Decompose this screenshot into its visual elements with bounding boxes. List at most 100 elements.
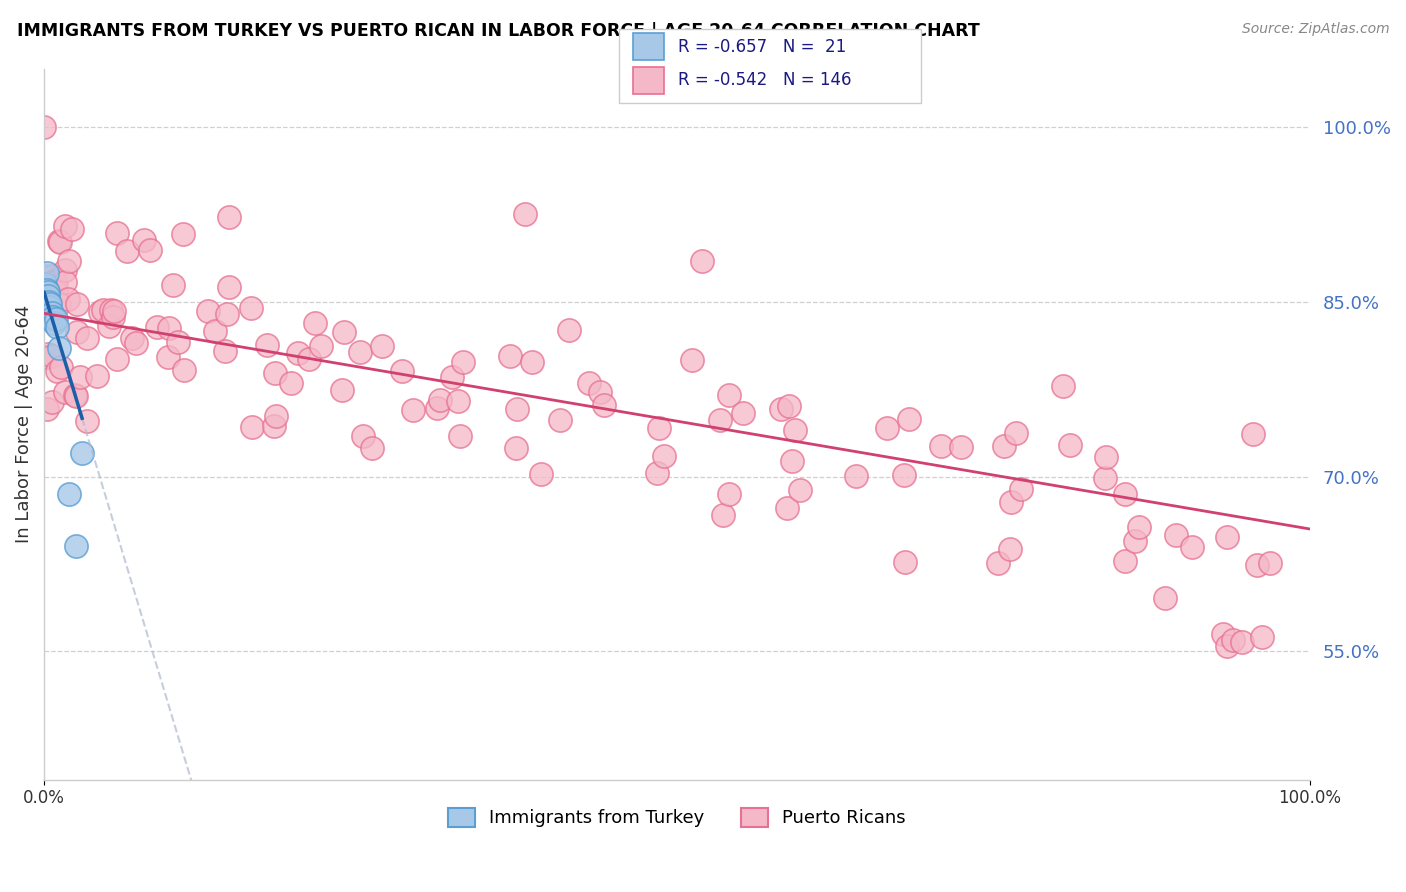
Point [58,487,80,501]
Point [645,466,668,480]
Point [86,369,108,384]
Point [37,289,59,303]
Point [304,317,326,331]
Point [429,392,451,407]
Point [894,555,917,569]
Point [845,469,868,483]
Point [1212,627,1234,641]
Point [125,336,148,351]
Point [513,207,536,221]
Point [146,320,169,334]
Point [731,406,754,420]
Point [53,276,76,290]
Point [256,337,278,351]
Point [1258,556,1281,570]
Point [993,439,1015,453]
Point [69,370,91,384]
Point [898,412,921,426]
Point [453,355,475,369]
Point [45,275,67,289]
Point [391,364,413,378]
Point [45,364,67,378]
Point [53,384,76,399]
Legend: Immigrants from Turkey, Puerto Ricans: Immigrants from Turkey, Puerto Ricans [440,801,914,835]
Point [218,210,240,224]
Point [1005,426,1028,441]
Point [1000,542,1022,557]
Point [35,283,58,297]
Point [1052,379,1074,393]
Point [589,384,612,399]
Point [332,383,354,397]
Point [1216,639,1239,653]
Point [105,352,128,367]
Point [66,297,89,311]
Point [41,312,63,326]
Point [1114,553,1136,567]
Point [333,325,356,339]
Point [42,274,65,288]
Point [173,363,195,377]
Point [352,429,374,443]
Point [215,306,238,320]
Point [1181,540,1204,554]
Text: IMMIGRANTS FROM TURKEY VS PUERTO RICAN IN LABOR FORCE | AGE 20-64 CORRELATION CH: IMMIGRANTS FROM TURKEY VS PUERTO RICAN I… [17,22,980,40]
Point [530,467,553,481]
Point [39,309,62,323]
Point [48,297,70,311]
Point [101,310,124,324]
Point [929,439,952,453]
Point [49,360,72,375]
Point [522,355,544,369]
Point [35,401,58,416]
Point [449,428,471,442]
Point [32,120,55,134]
Point [280,376,302,391]
Point [287,346,309,360]
Point [440,370,463,384]
Point [91,302,114,317]
Point [447,394,470,409]
Point [780,453,803,467]
Point [58,253,80,268]
Point [76,331,98,345]
Point [37,347,59,361]
Point [769,402,792,417]
Point [893,467,915,482]
Point [1095,450,1118,465]
Point [89,305,111,319]
Point [717,387,740,401]
Point [681,352,703,367]
Point [876,421,898,435]
Point [162,277,184,292]
Point [1232,635,1254,649]
Point [506,402,529,417]
Point [783,423,806,437]
Point [97,318,120,333]
Point [34,307,56,321]
Point [1010,482,1032,496]
Point [41,306,63,320]
Point [37,285,59,300]
Point [197,304,219,318]
Point [240,301,263,315]
Point [264,366,287,380]
Point [121,331,143,345]
Point [37,297,59,311]
Point [218,280,240,294]
Point [70,446,93,460]
Point [776,501,799,516]
Point [34,277,56,292]
Point [718,487,741,501]
Point [1216,531,1239,545]
Point [371,339,394,353]
Point [103,303,125,318]
Point [35,266,58,280]
Point [240,420,263,434]
Point [65,389,87,403]
Point [654,450,676,464]
Point [1222,632,1244,647]
Point [1000,495,1022,509]
Point [139,243,162,257]
Point [156,351,179,365]
